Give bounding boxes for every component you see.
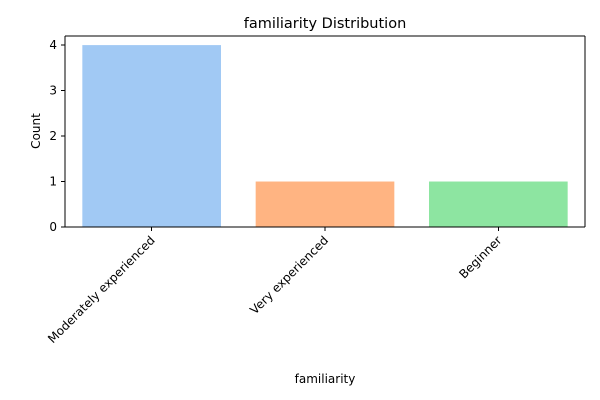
y-axis-ticks: 0 1 2 3 4 [49, 38, 65, 234]
y-tick-label: 3 [49, 84, 57, 98]
bar-moderately-experienced [82, 45, 221, 227]
x-tick-label: Very experienced [247, 233, 331, 317]
bar-very-experienced [255, 181, 395, 227]
y-tick-label: 2 [49, 129, 57, 143]
x-tick-label: Moderately experienced [45, 233, 158, 346]
x-axis-label: familiarity [295, 372, 356, 386]
y-tick-label: 1 [49, 175, 57, 189]
y-axis-label: Count [29, 113, 43, 149]
x-axis-ticks: Moderately experienced Very experienced Be… [45, 227, 505, 346]
chart-title: familiarity Distribution [244, 16, 407, 32]
bar-beginner [429, 181, 568, 227]
bars-group [82, 45, 568, 227]
x-tick-label: Beginner [456, 233, 504, 281]
y-tick-label: 0 [49, 220, 57, 234]
y-tick-label: 4 [49, 38, 57, 52]
